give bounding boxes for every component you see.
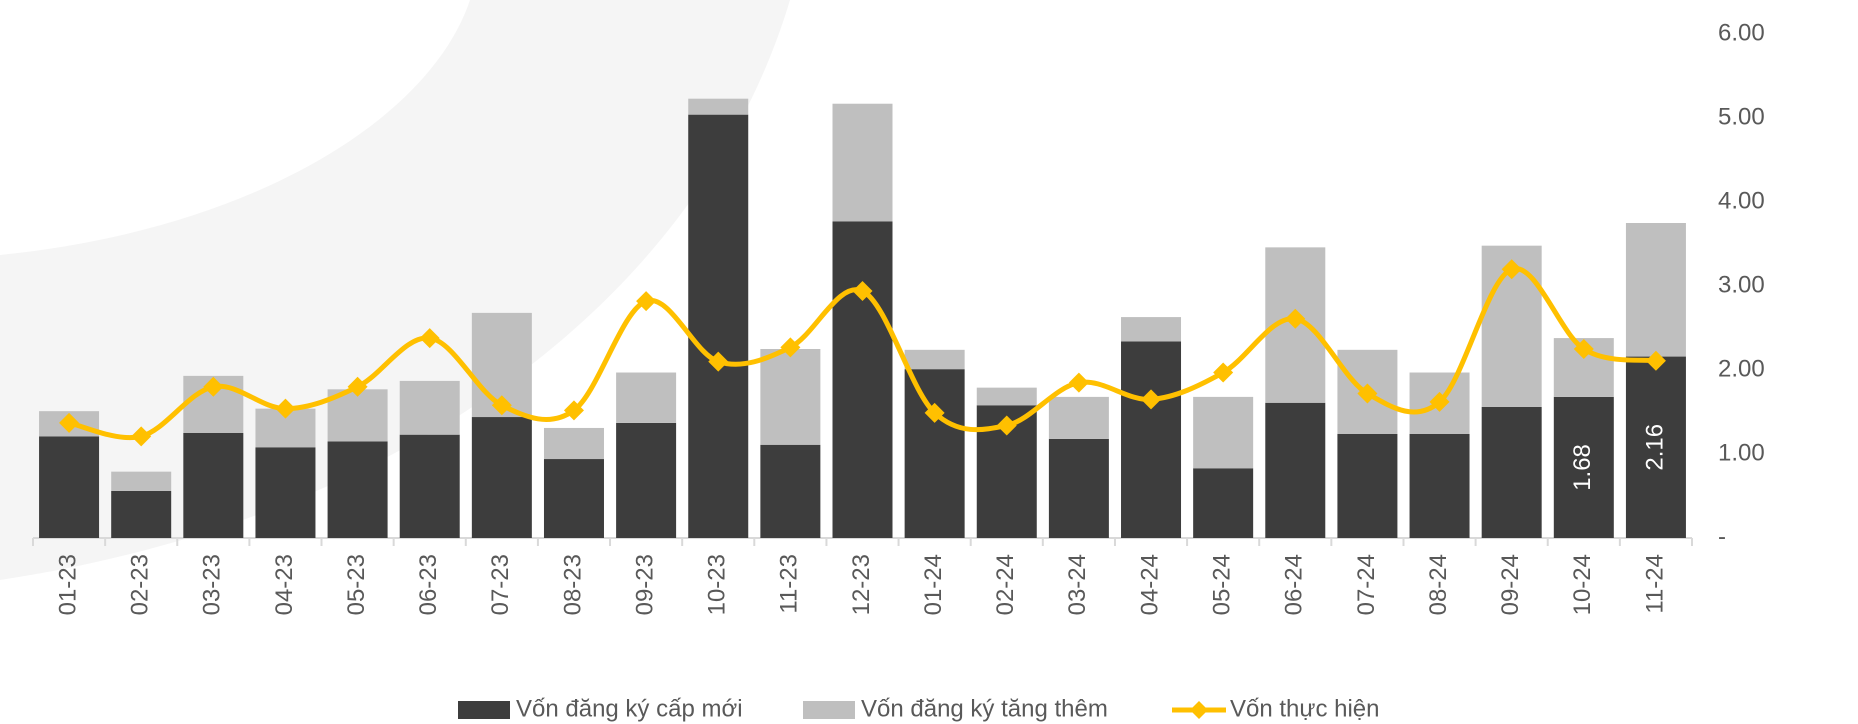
x-tick-label: 02-24 [992,554,1019,615]
x-tick-label: 08-23 [559,554,586,615]
x-tick-label: 02-23 [127,554,154,615]
legend-swatch [458,701,510,719]
line-marker [347,376,368,397]
line-marker [1213,362,1234,383]
x-tick-label: 04-23 [271,554,298,615]
bar [255,447,316,538]
bar [543,459,604,538]
y-tick-label: - [1718,523,1726,550]
bar [832,221,893,538]
bar [1625,223,1686,357]
x-tick-label: 09-23 [631,554,658,615]
line-marker [924,402,945,423]
bar [1121,341,1182,538]
x-tick-label: 10-23 [704,554,731,615]
bar [1337,433,1398,538]
bar [1409,433,1470,538]
bar [399,434,460,538]
line-marker [1501,259,1522,280]
bar [1625,356,1686,538]
legend-swatch [1190,701,1208,719]
line-marker [1429,391,1450,412]
line-marker [203,376,224,397]
bar [1193,468,1254,538]
y-tick-label: 5.00 [1718,103,1765,130]
x-tick-label: 05-23 [343,554,370,615]
line-marker [1573,339,1594,359]
legend-label: Vốn đăng ký tăng thêm [861,695,1108,722]
line-marker [708,351,729,372]
y-tick-label: 4.00 [1718,187,1765,214]
bar [904,349,965,370]
line-marker [275,398,296,419]
line-marker [59,412,80,433]
bar [1265,402,1326,538]
line-marker [780,337,801,358]
bar [1193,396,1254,469]
x-tick-label: 03-23 [199,554,226,615]
line-marker [1645,350,1666,371]
legend-label: Vốn thực hiện [1230,695,1380,722]
x-tick-label: 09-24 [1497,554,1524,615]
bar [111,471,172,491]
x-tick-label: 11-23 [776,554,803,614]
bar [904,369,965,538]
bar [1048,396,1109,439]
bar [976,387,1037,406]
x-tick-label: 06-24 [1281,554,1308,615]
bar [183,433,244,538]
bar [688,114,749,538]
line-marker [1357,383,1378,404]
bar [616,422,677,538]
x-tick-label: 08-24 [1425,554,1452,615]
x-tick-label: 06-23 [415,554,442,615]
bar [688,98,749,115]
line-marker [996,415,1017,436]
bar [399,380,460,435]
line-marker [491,395,512,416]
x-tick-label: 03-24 [1064,554,1091,615]
bar [832,103,893,222]
bar [39,436,100,538]
bar [327,441,388,538]
x-tick-label: 07-23 [487,554,514,615]
legend-label: Vốn đăng ký cấp mới [516,695,743,722]
x-tick-label: 05-24 [1208,554,1235,615]
data-label: 2.16 [1641,424,1668,471]
x-tick-label: 01-23 [54,554,81,615]
bar [543,427,604,460]
bar [616,372,677,423]
line-marker [419,328,440,349]
x-tick-label: 10-24 [1569,554,1596,615]
bar [1481,406,1542,538]
bar [1121,317,1182,342]
x-tick-label: 11-24 [1641,554,1668,614]
x-tick-label: 07-24 [1353,554,1380,615]
line-marker [852,281,873,302]
y-tick-label: 6.00 [1718,19,1765,46]
y-tick-label: 1.00 [1718,439,1765,466]
line-marker [1068,372,1089,393]
bar [760,349,821,445]
y-tick-label: 3.00 [1718,271,1765,298]
legend-swatch [803,701,855,719]
line-marker [563,400,584,421]
line-marker [1285,308,1306,329]
y-tick-label: 2.00 [1718,355,1765,382]
bar [471,417,532,538]
x-tick-label: 12-23 [848,554,875,615]
bar [111,490,172,538]
x-tick-label: 01-24 [920,554,947,615]
line-marker [636,291,657,312]
bar [760,444,821,538]
line-marker [131,426,152,447]
bar [1048,438,1109,538]
line-marker [1141,389,1162,410]
bar [1553,396,1614,538]
x-tick-label: 04-24 [1136,554,1163,615]
data-label: 1.68 [1569,444,1596,491]
